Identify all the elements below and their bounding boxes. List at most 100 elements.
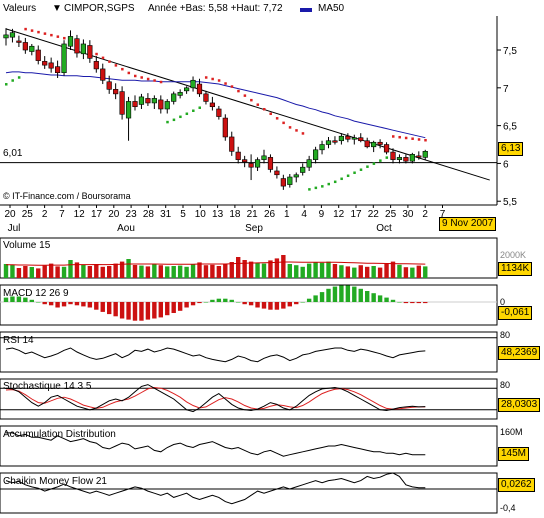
stoch-signal-line bbox=[5, 386, 426, 410]
volume-bar bbox=[261, 263, 267, 278]
macd-bar bbox=[261, 302, 267, 309]
stoch-last-badge: 28,0303 bbox=[498, 398, 541, 412]
sar-dot bbox=[269, 112, 272, 116]
month-label: Jul bbox=[8, 223, 21, 234]
volume-bar bbox=[365, 266, 370, 278]
candle-body bbox=[267, 157, 274, 170]
macd-bar bbox=[319, 292, 325, 302]
candle-body bbox=[216, 108, 222, 117]
date-tick-label: 25 bbox=[385, 209, 397, 220]
volume-bar bbox=[119, 261, 125, 278]
sar-dot bbox=[353, 171, 356, 174]
cmf-min-label: -0,4 bbox=[500, 503, 516, 513]
volume-bar bbox=[74, 262, 80, 278]
candle-body bbox=[87, 45, 93, 59]
candle-body bbox=[300, 166, 306, 173]
candle-body bbox=[196, 83, 203, 95]
sar-dot bbox=[185, 112, 189, 116]
macd-bar bbox=[68, 302, 73, 305]
macd-bar bbox=[48, 302, 54, 306]
date-tick-label: 4 bbox=[301, 209, 307, 220]
candle-body bbox=[222, 117, 228, 138]
ad-line bbox=[6, 432, 426, 457]
macd-bar bbox=[403, 302, 409, 304]
sar-dot bbox=[256, 103, 260, 106]
volume-bar bbox=[410, 267, 415, 278]
range-text: Année +Bas: 5,58 +Haut: 7,72 bbox=[148, 3, 283, 14]
sar-dot bbox=[134, 74, 137, 78]
macd-bar bbox=[229, 299, 234, 302]
date-tick-label: 2 bbox=[422, 209, 428, 220]
candle-body bbox=[22, 42, 28, 51]
candle-body bbox=[29, 45, 35, 52]
trendline bbox=[5, 28, 490, 181]
volume-bar bbox=[171, 266, 176, 278]
sar-dot bbox=[127, 71, 131, 75]
cmf-last-badge: 0,0262 bbox=[498, 478, 535, 492]
macd-bar bbox=[132, 302, 138, 321]
date-tick-label: 10 bbox=[195, 209, 207, 220]
candle-body bbox=[74, 38, 80, 54]
rsi-last-badge: 48,2369 bbox=[498, 346, 541, 360]
sar-dot bbox=[424, 138, 427, 142]
volume-bar bbox=[319, 262, 325, 278]
sar-dot bbox=[404, 136, 408, 140]
volume-bar bbox=[68, 260, 73, 278]
volume-bar bbox=[352, 267, 357, 278]
candle-body bbox=[16, 40, 22, 43]
volume-bar bbox=[132, 265, 138, 278]
sar-dot bbox=[340, 177, 343, 181]
sar-dot bbox=[140, 76, 143, 79]
valeurs-label[interactable]: Valeurs bbox=[3, 3, 37, 14]
volume-last-badge: 1134K bbox=[498, 262, 533, 276]
date-tick-label: 7 bbox=[59, 209, 65, 220]
date-tick-label: 1 bbox=[284, 209, 290, 220]
price-y-tick-label: 7,5 bbox=[503, 46, 517, 57]
macd-bar bbox=[248, 302, 254, 306]
volume-bar bbox=[48, 263, 54, 278]
macd-bar bbox=[81, 302, 86, 307]
volume-bar bbox=[358, 265, 363, 278]
macd-bar bbox=[16, 296, 22, 302]
volume-bar bbox=[397, 264, 402, 278]
ad-last-badge: 145M bbox=[498, 447, 530, 461]
month-label: Oct bbox=[376, 223, 392, 234]
sar-dot bbox=[359, 168, 363, 171]
watermark: © IT-Finance.com / Boursorama bbox=[3, 191, 131, 201]
macd-bar bbox=[10, 296, 15, 302]
volume-bar bbox=[139, 265, 144, 278]
macd-bar bbox=[274, 302, 280, 310]
macd-bar bbox=[94, 302, 99, 310]
macd-bar bbox=[100, 302, 105, 312]
volume-bar bbox=[371, 266, 376, 278]
macd-bar bbox=[236, 302, 241, 303]
volume-bar bbox=[158, 265, 163, 278]
sar-dot bbox=[250, 98, 253, 102]
macd-bar bbox=[345, 285, 351, 302]
sar-dot bbox=[211, 77, 214, 81]
sar-dot bbox=[392, 135, 395, 138]
macd-bar bbox=[339, 285, 344, 302]
candle-body bbox=[177, 92, 183, 96]
volume-bar bbox=[384, 264, 389, 278]
ma50-legend-swatch bbox=[300, 8, 312, 12]
macd-bar bbox=[87, 302, 93, 308]
volume-bar bbox=[300, 266, 305, 278]
macd-bar bbox=[145, 302, 151, 320]
volume-bar bbox=[210, 264, 215, 278]
sar-dot bbox=[230, 85, 234, 88]
macd-bar bbox=[23, 297, 28, 302]
volume-bar bbox=[190, 264, 196, 278]
date-tick-label: 25 bbox=[22, 209, 34, 220]
valeurs-dropdown-icon[interactable]: ▼ bbox=[52, 3, 62, 14]
sar-dot bbox=[301, 132, 305, 135]
sar-dot bbox=[263, 107, 266, 111]
macd-bar bbox=[171, 302, 176, 313]
macd-title: MACD 12 26 9 bbox=[3, 288, 69, 299]
sar-dot bbox=[308, 188, 311, 191]
macd-bar bbox=[416, 302, 421, 304]
candle-body bbox=[80, 43, 86, 55]
candle-body bbox=[229, 136, 235, 152]
sar-dot bbox=[411, 137, 414, 140]
volume-bar bbox=[113, 263, 118, 278]
